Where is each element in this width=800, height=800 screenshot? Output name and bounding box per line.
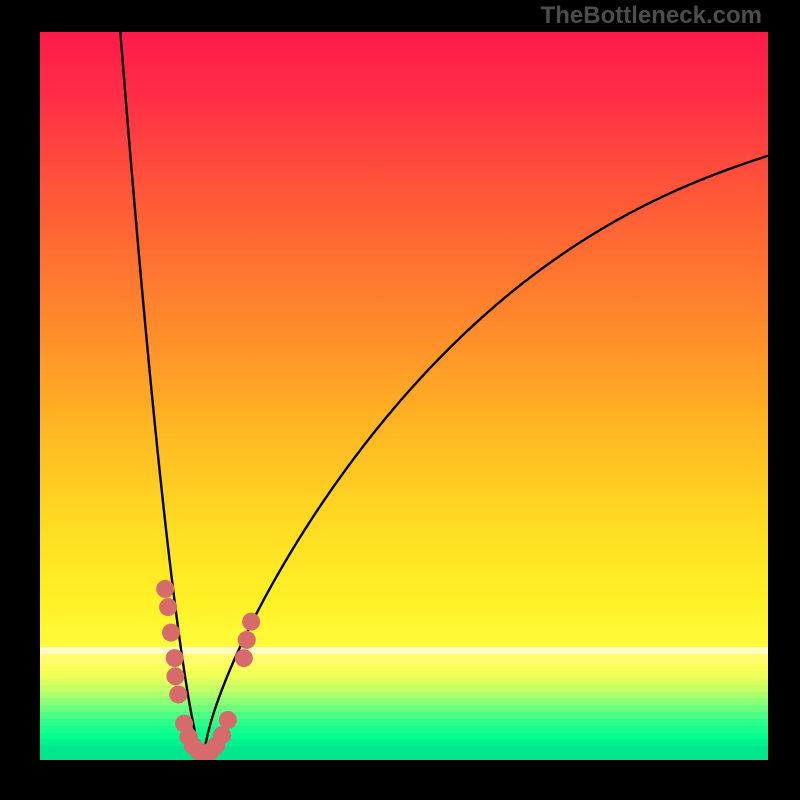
- frame-border-left: [0, 0, 40, 800]
- plot-area: [40, 32, 768, 760]
- data-marker: [166, 667, 184, 685]
- frame-border-right: [768, 0, 800, 800]
- data-marker: [162, 624, 180, 642]
- data-marker: [166, 649, 184, 667]
- watermark-text: TheBottleneck.com: [541, 2, 762, 30]
- curve-path: [119, 32, 768, 760]
- chart-frame: TheBottleneck.com: [0, 0, 800, 800]
- data-marker: [238, 631, 256, 649]
- bottleneck-curve: [40, 32, 768, 760]
- data-marker: [213, 726, 231, 744]
- data-marker: [219, 711, 237, 729]
- data-marker: [235, 649, 253, 667]
- data-marker: [242, 613, 260, 631]
- data-marker: [169, 685, 187, 703]
- data-marker: [159, 598, 177, 616]
- data-marker: [156, 580, 174, 598]
- frame-border-bottom: [0, 760, 800, 800]
